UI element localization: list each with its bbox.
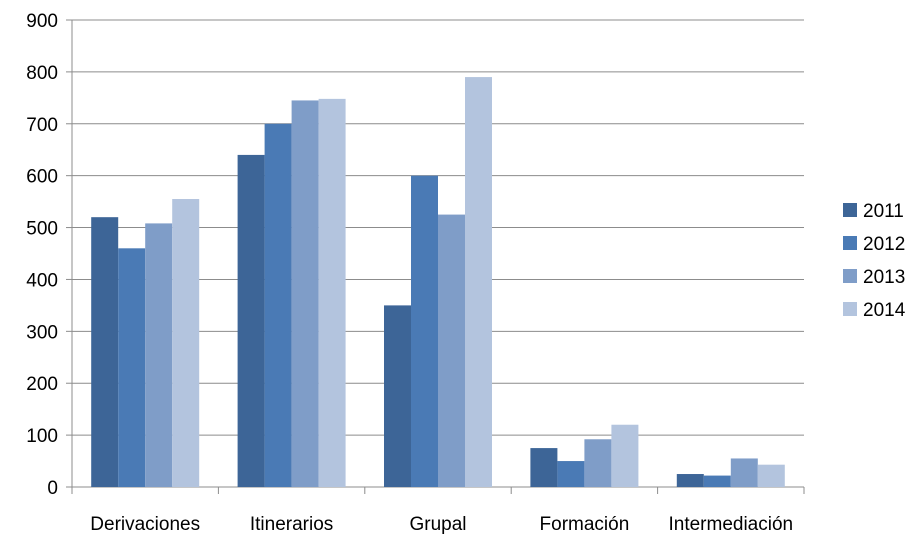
bar-2011-Grupal <box>384 305 411 487</box>
bar-2014-Intermediación <box>757 464 785 487</box>
bar-2013-Itinerarios <box>291 100 319 487</box>
y-tick-label: 600 <box>26 167 58 188</box>
bar-2011-Itinerarios <box>237 154 265 487</box>
x-tick-label: Derivaciones <box>90 514 200 535</box>
bar-2012-Itinerarios <box>264 123 292 488</box>
y-tick-label: 400 <box>26 270 58 291</box>
y-tick-label: 0 <box>47 478 58 499</box>
bar-2011-Formación <box>530 448 558 487</box>
bar-2014-Itinerarios <box>318 98 346 488</box>
bar-2013-Grupal <box>438 214 465 488</box>
bars <box>91 77 785 488</box>
legend-label-2011: 2011 <box>863 201 904 222</box>
legend-swatch-2014 <box>843 302 857 316</box>
x-tick-label: Formación <box>540 514 630 535</box>
y-tick-label: 500 <box>26 219 58 240</box>
y-tick-label: 300 <box>26 322 58 343</box>
bar-2012-Intermediación <box>703 475 731 487</box>
bar-2014-Formación <box>611 424 639 487</box>
legend-swatch-2013 <box>843 269 857 283</box>
y-tick-label: 800 <box>26 63 58 84</box>
legend-label-2013: 2013 <box>863 267 905 288</box>
bar-2014-Grupal <box>465 77 492 488</box>
y-tick-label: 100 <box>26 426 58 447</box>
bar-2012-Formación <box>557 461 585 487</box>
x-tick-label: Intermediación <box>668 514 793 535</box>
y-tick-label: 900 <box>26 11 58 32</box>
bar-2011-Derivaciones <box>91 217 119 487</box>
bar-2014-Derivaciones <box>172 199 200 487</box>
bar-2013-Formación <box>584 439 612 487</box>
bar-2012-Derivaciones <box>118 248 146 487</box>
y-tick-label: 200 <box>26 374 58 395</box>
bar-2012-Grupal <box>411 175 438 487</box>
y-tick-label: 700 <box>26 115 58 136</box>
x-tick-label: Grupal <box>409 514 466 535</box>
legend-label-2014: 2014 <box>863 300 906 321</box>
legend-label-2012: 2012 <box>863 234 905 255</box>
bar-2011-Intermediación <box>676 474 704 487</box>
legend-swatch-2012 <box>843 236 857 250</box>
x-tick-label: Itinerarios <box>250 514 333 535</box>
legend: 2011 2012 2013 2014 <box>843 201 906 321</box>
axis-labels: 0 100 200 300 400 500 600 700 800 900 Derivaciones… <box>26 11 793 535</box>
bar-2013-Derivaciones <box>145 223 173 487</box>
bar-2013-Intermediación <box>730 458 758 487</box>
legend-swatch-2011 <box>843 203 857 217</box>
